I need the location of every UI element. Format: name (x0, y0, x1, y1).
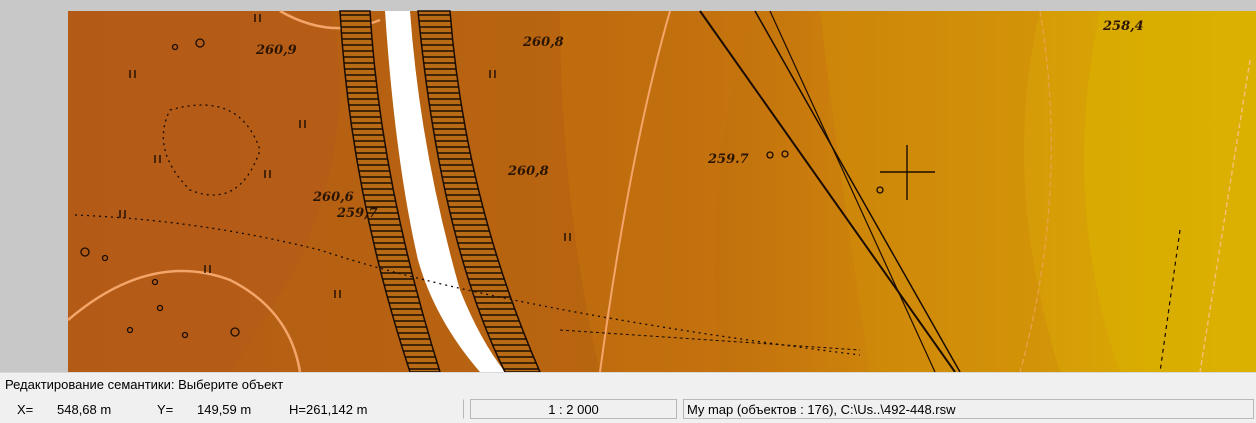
crosshair-cursor-icon (880, 145, 935, 200)
contour-line (67, 269, 302, 372)
elevation-zone-dark (68, 11, 340, 372)
power-line (769, 10, 936, 372)
x-value: 548,68 m (57, 402, 112, 417)
x-label: X= (17, 402, 34, 417)
grass-symbols (119, 14, 571, 298)
map-frame-left (0, 0, 68, 372)
map-canvas[interactable]: 260,9 260,8 258,4 259.7 260,6 259,7 260,… (0, 0, 1256, 372)
railway-embankment-right (417, 10, 541, 372)
road-band (385, 11, 505, 372)
elevation-label: 258,4 (1102, 19, 1144, 34)
elevation-label: 260,8 (522, 35, 564, 50)
elevation-label: 259,7 (336, 206, 378, 221)
y-value: 149,59 m (197, 402, 252, 417)
coordinates-panel: X= 548,68 m Y= 149,59 m H=261,142 m (2, 399, 464, 419)
elevation-label: 259.7 (707, 152, 749, 167)
contour-line (1019, 10, 1052, 372)
power-line (699, 10, 956, 372)
elevation-label: 260,9 (255, 43, 297, 58)
dotted-path (162, 104, 261, 196)
y-label: Y= (157, 402, 174, 417)
elevation-label: 260,6 (312, 190, 354, 205)
tree-symbols (80, 38, 884, 339)
dotted-path (559, 329, 861, 351)
elevation-zone-mid (560, 11, 760, 372)
contour-line (599, 10, 671, 372)
status-bar: X= 548,68 m Y= 149,59 m H=261,142 m 1 : … (0, 396, 1256, 423)
railway-embankment-left (339, 10, 441, 372)
elevation-label: 260,8 (507, 164, 549, 179)
map-viewport[interactable]: 260,9 260,8 258,4 259.7 260,6 259,7 260,… (0, 0, 1256, 372)
elevation-zone-yellow (1084, 11, 1256, 372)
status-message: Редактирование семантики: Выберите объек… (0, 372, 1256, 396)
map-frame-top (0, 0, 1256, 11)
dotted-path (1199, 59, 1251, 372)
scale-panel[interactable]: 1 : 2 000 (470, 399, 677, 419)
power-line (754, 10, 961, 372)
map-info-panel: My map (объектов : 176), C:\Us..\492-448… (683, 399, 1254, 419)
dotted-path (74, 214, 861, 356)
height-value: H=261,142 m (289, 402, 368, 417)
elevation-zone-light (820, 11, 1060, 372)
